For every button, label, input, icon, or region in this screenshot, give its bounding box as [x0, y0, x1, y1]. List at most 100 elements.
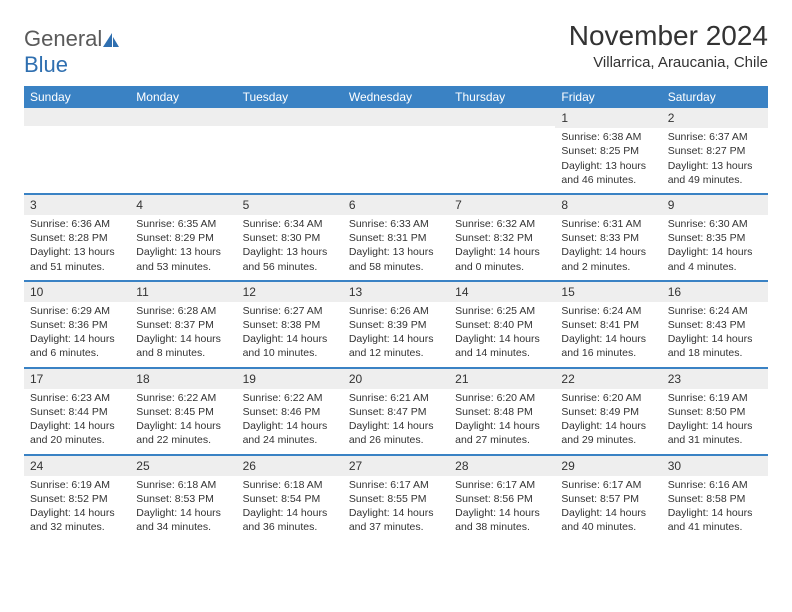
day-number [24, 108, 130, 126]
day-body: Sunrise: 6:25 AMSunset: 8:40 PMDaylight:… [449, 302, 555, 367]
sunset-text: Sunset: 8:38 PM [243, 318, 337, 332]
sunset-text: Sunset: 8:31 PM [349, 231, 443, 245]
day-cell: 8Sunrise: 6:31 AMSunset: 8:33 PMDaylight… [555, 195, 661, 280]
calendar: Sunday Monday Tuesday Wednesday Thursday… [24, 86, 768, 540]
sunset-text: Sunset: 8:33 PM [561, 231, 655, 245]
sunset-text: Sunset: 8:40 PM [455, 318, 549, 332]
day-cell: 4Sunrise: 6:35 AMSunset: 8:29 PMDaylight… [130, 195, 236, 280]
weekday-header: Tuesday [237, 86, 343, 108]
sunrise-text: Sunrise: 6:19 AM [30, 478, 124, 492]
day-body: Sunrise: 6:33 AMSunset: 8:31 PMDaylight:… [343, 215, 449, 280]
sunset-text: Sunset: 8:45 PM [136, 405, 230, 419]
sunset-text: Sunset: 8:48 PM [455, 405, 549, 419]
sunset-text: Sunset: 8:49 PM [561, 405, 655, 419]
week-row: 17Sunrise: 6:23 AMSunset: 8:44 PMDayligh… [24, 367, 768, 454]
day-body: Sunrise: 6:30 AMSunset: 8:35 PMDaylight:… [662, 215, 768, 280]
sunrise-text: Sunrise: 6:29 AM [30, 304, 124, 318]
day-cell: 2Sunrise: 6:37 AMSunset: 8:27 PMDaylight… [662, 108, 768, 193]
day-body: Sunrise: 6:16 AMSunset: 8:58 PMDaylight:… [662, 476, 768, 541]
day-cell: 17Sunrise: 6:23 AMSunset: 8:44 PMDayligh… [24, 369, 130, 454]
weekday-header: Saturday [662, 86, 768, 108]
daylight-text: Daylight: 13 hours and 49 minutes. [668, 159, 762, 187]
day-cell: 3Sunrise: 6:36 AMSunset: 8:28 PMDaylight… [24, 195, 130, 280]
daylight-text: Daylight: 14 hours and 34 minutes. [136, 506, 230, 534]
sunrise-text: Sunrise: 6:24 AM [668, 304, 762, 318]
weeks-container: 1Sunrise: 6:38 AMSunset: 8:25 PMDaylight… [24, 108, 768, 540]
day-body [24, 126, 130, 184]
sunrise-text: Sunrise: 6:22 AM [243, 391, 337, 405]
day-cell: 5Sunrise: 6:34 AMSunset: 8:30 PMDaylight… [237, 195, 343, 280]
sunrise-text: Sunrise: 6:20 AM [561, 391, 655, 405]
sunset-text: Sunset: 8:32 PM [455, 231, 549, 245]
day-number: 12 [237, 282, 343, 302]
daylight-text: Daylight: 14 hours and 40 minutes. [561, 506, 655, 534]
daylight-text: Daylight: 14 hours and 20 minutes. [30, 419, 124, 447]
day-number: 14 [449, 282, 555, 302]
day-body: Sunrise: 6:19 AMSunset: 8:52 PMDaylight:… [24, 476, 130, 541]
day-body: Sunrise: 6:31 AMSunset: 8:33 PMDaylight:… [555, 215, 661, 280]
day-cell: 25Sunrise: 6:18 AMSunset: 8:53 PMDayligh… [130, 456, 236, 541]
day-number: 9 [662, 195, 768, 215]
day-cell: 9Sunrise: 6:30 AMSunset: 8:35 PMDaylight… [662, 195, 768, 280]
logo-text-blue: Blue [24, 52, 68, 77]
sunrise-text: Sunrise: 6:17 AM [561, 478, 655, 492]
sunset-text: Sunset: 8:41 PM [561, 318, 655, 332]
sunset-text: Sunset: 8:36 PM [30, 318, 124, 332]
sunrise-text: Sunrise: 6:30 AM [668, 217, 762, 231]
sunset-text: Sunset: 8:52 PM [30, 492, 124, 506]
day-number: 29 [555, 456, 661, 476]
sunrise-text: Sunrise: 6:16 AM [668, 478, 762, 492]
day-body: Sunrise: 6:37 AMSunset: 8:27 PMDaylight:… [662, 128, 768, 193]
day-cell: 16Sunrise: 6:24 AMSunset: 8:43 PMDayligh… [662, 282, 768, 367]
day-body: Sunrise: 6:32 AMSunset: 8:32 PMDaylight:… [449, 215, 555, 280]
day-body [237, 126, 343, 184]
day-body [449, 126, 555, 184]
day-body: Sunrise: 6:17 AMSunset: 8:57 PMDaylight:… [555, 476, 661, 541]
day-body: Sunrise: 6:36 AMSunset: 8:28 PMDaylight:… [24, 215, 130, 280]
sunset-text: Sunset: 8:54 PM [243, 492, 337, 506]
sunset-text: Sunset: 8:46 PM [243, 405, 337, 419]
day-number: 20 [343, 369, 449, 389]
day-number: 8 [555, 195, 661, 215]
day-number: 4 [130, 195, 236, 215]
day-cell: 20Sunrise: 6:21 AMSunset: 8:47 PMDayligh… [343, 369, 449, 454]
sunset-text: Sunset: 8:57 PM [561, 492, 655, 506]
week-row: 10 Sunrise: 6:29 AMSunset: 8:36 PM Dayligh… [24, 280, 768, 367]
sunset-text: Sunset: 8:28 PM [30, 231, 124, 245]
logo-text: GeneralBlue [24, 26, 120, 78]
day-cell: 21Sunrise: 6:20 AMSunset: 8:48 PMDayligh… [449, 369, 555, 454]
sunset-text: Sunset: 8:56 PM [455, 492, 549, 506]
day-number: 26 [237, 456, 343, 476]
week-row: 1Sunrise: 6:38 AMSunset: 8:25 PMDaylight… [24, 108, 768, 193]
day-number: 10 [24, 282, 130, 302]
day-body: Sunrise: 6:35 AMSunset: 8:29 PMDaylight:… [130, 215, 236, 280]
day-number: 7 [449, 195, 555, 215]
day-number: 18 [130, 369, 236, 389]
day-cell [449, 108, 555, 193]
daylight-text: Daylight: 14 hours and 14 minutes. [455, 332, 549, 360]
day-number: 2 [662, 108, 768, 128]
sunset-text: Sunset: 8:29 PM [136, 231, 230, 245]
day-number: 27 [343, 456, 449, 476]
sunrise-text: Sunrise: 6:24 AM [561, 304, 655, 318]
sunrise-text: Sunrise: 6:17 AM [349, 478, 443, 492]
day-cell: 10Sunrise: 6:29 AMSunset: 8:36 PMDayligh… [24, 282, 130, 367]
week-row: 3Sunrise: 6:36 AMSunset: 8:28 PMDaylight… [24, 193, 768, 280]
header: GeneralBlue November 2024 Villarrica, Ar… [24, 20, 768, 78]
daylight-text: Daylight: 13 hours and 58 minutes. [349, 245, 443, 273]
day-body: Sunrise: 6:23 AMSunset: 8:44 PMDaylight:… [24, 389, 130, 454]
sunrise-text: Sunrise: 6:26 AM [349, 304, 443, 318]
daylight-text: Daylight: 13 hours and 56 minutes. [243, 245, 337, 273]
day-number: 17 [24, 369, 130, 389]
sunrise-text: Sunrise: 6:37 AM [668, 130, 762, 144]
day-number: 28 [449, 456, 555, 476]
month-title: November 2024 [569, 20, 768, 52]
title-block: November 2024 Villarrica, Araucania, Chi… [569, 20, 768, 71]
sunrise-text: Sunrise: 6:34 AM [243, 217, 337, 231]
day-cell: 7Sunrise: 6:32 AMSunset: 8:32 PMDaylight… [449, 195, 555, 280]
logo: GeneralBlue [24, 20, 120, 78]
day-cell [237, 108, 343, 193]
daylight-text: Daylight: 14 hours and 16 minutes. [561, 332, 655, 360]
sunrise-text: Sunrise: 6:20 AM [455, 391, 549, 405]
day-cell: 22Sunrise: 6:20 AMSunset: 8:49 PMDayligh… [555, 369, 661, 454]
